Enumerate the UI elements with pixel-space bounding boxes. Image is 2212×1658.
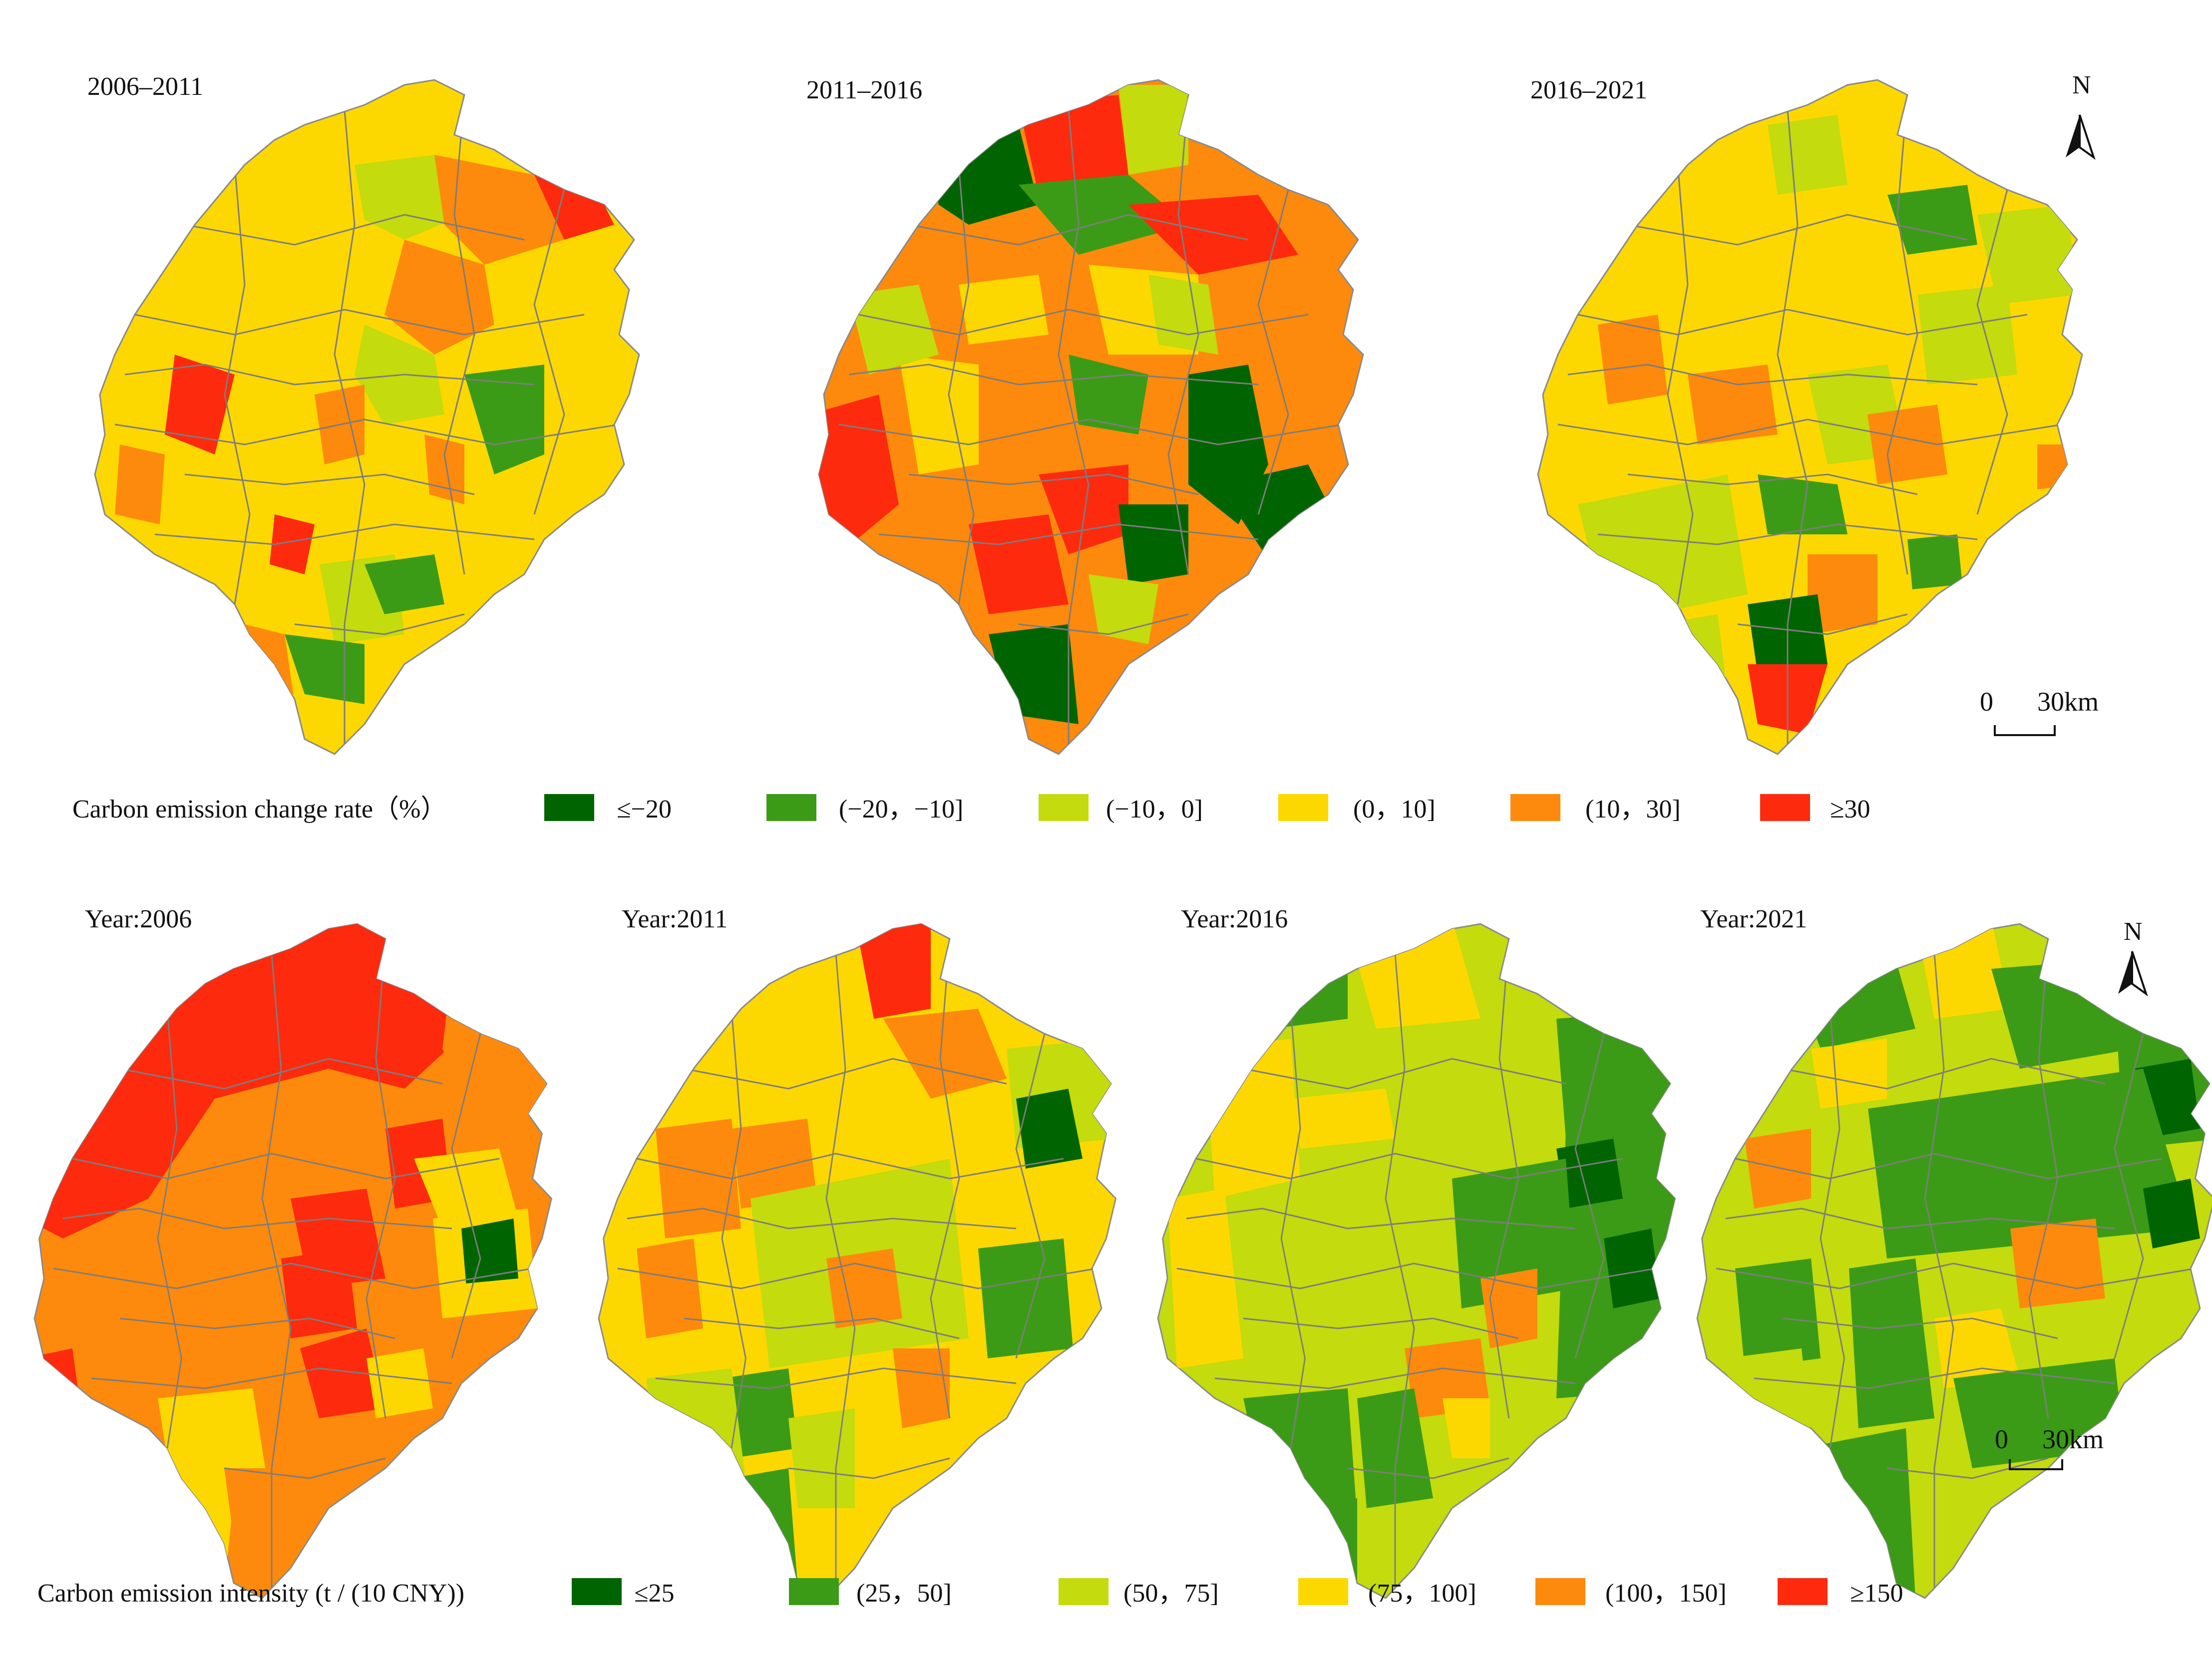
panel-title-year-2021: Year:2021 (1700, 905, 1808, 933)
legend-label-100-150: (100，150] (1605, 1579, 1727, 1608)
legend-label-50-75: (50，75] (1123, 1579, 1219, 1608)
panel-title-2016-2021: 2016–2021 (1530, 76, 1647, 104)
panel-title-2006-2011: 2006–2011 (87, 72, 204, 101)
north-arrow-bottom-icon (2118, 951, 2148, 997)
legend-swatch-le-minus20 (544, 794, 594, 821)
legend-swatch-50-75 (1059, 1578, 1108, 1605)
scale-bar-bottom (2009, 1459, 2063, 1470)
legend-swatch-ge-150 (1778, 1578, 1828, 1605)
scale-value-top: 30km (2037, 687, 2099, 717)
scale-value-bottom: 30km (2042, 1424, 2104, 1454)
legend-label-ge-30: ≥30 (1830, 795, 1870, 824)
legend-swatch-100-150 (1535, 1578, 1585, 1605)
legend-title-change-rate: Carbon emission change rate（%） (72, 795, 447, 824)
legend-label-10-30: (10，30] (1585, 795, 1681, 824)
map-panel-2016 (1157, 923, 1676, 1599)
map-panel-2016-2021 (1537, 79, 2083, 755)
legend-swatch-10-30 (1510, 794, 1560, 821)
scale-zero-top: 0 (1980, 687, 1993, 717)
legend-swatch-0-10 (1278, 794, 1328, 821)
legend-label-minus20-minus10: (−20，−10] (839, 795, 964, 824)
legend-label-ge-150: ≥150 (1850, 1579, 1903, 1608)
legend-title-intensity: Carbon emission intensity (t / (10 CNY)) (37, 1579, 465, 1608)
panel-title-year-2011: Year:2011 (622, 905, 728, 933)
panel-title-year-2006: Year:2006 (85, 905, 192, 933)
map-panel-2021 (1696, 923, 2212, 1599)
legend-swatch-ge-30 (1760, 794, 1810, 821)
map-panel-2011-2016 (818, 79, 1364, 755)
north-label-bottom: N (2124, 917, 2143, 946)
north-arrow-top-icon (2066, 114, 2096, 160)
panel-title-year-2016: Year:2016 (1181, 905, 1288, 933)
legend-swatch-minus20-minus10 (766, 794, 816, 821)
legend-label-minus10-0: (−10，0] (1106, 795, 1203, 824)
legend-label-25-50: (25，50] (856, 1579, 952, 1608)
legend-label-0-10: (0，10] (1353, 795, 1436, 824)
legend-swatch-25-50 (789, 1578, 839, 1605)
legend-swatch-minus10-0 (1039, 794, 1089, 821)
map-panel-2006-2011 (94, 79, 640, 755)
panel-title-2011-2016: 2011–2016 (806, 76, 923, 104)
map-panel-2006 (33, 923, 552, 1599)
legend-label-le-25: ≤25 (634, 1579, 675, 1608)
scale-zero-bottom: 0 (1995, 1424, 2008, 1454)
legend-swatch-le-25 (572, 1578, 622, 1605)
legend-swatch-75-100 (1298, 1578, 1348, 1605)
north-label-top: N (2072, 71, 2091, 99)
legend-label-le-minus20: ≤−20 (617, 795, 672, 824)
scale-bar-top (1994, 725, 2056, 736)
map-panel-2011 (598, 923, 1116, 1599)
legend-label-75-100: (75，100] (1368, 1579, 1476, 1608)
